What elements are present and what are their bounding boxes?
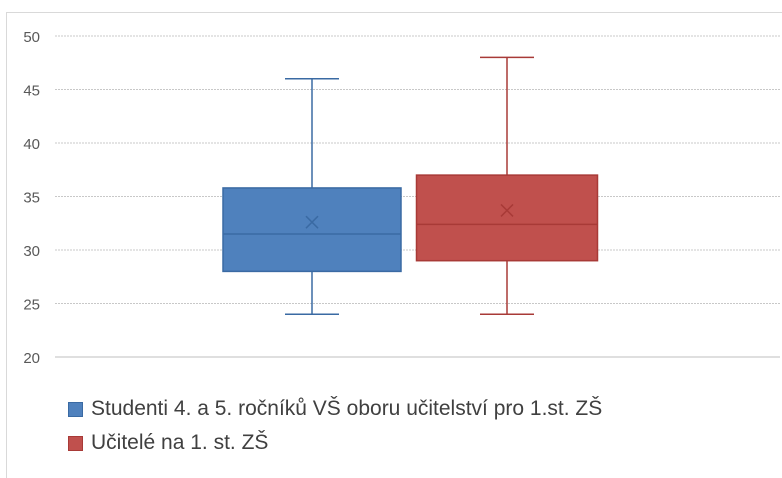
mean-marker <box>500 203 514 217</box>
legend-label: Studenti 4. a 5. ročníků VŠ oboru učitel… <box>91 397 603 420</box>
legend-swatch <box>68 435 83 451</box>
legend-swatch <box>68 401 83 417</box>
mean-marker <box>305 215 319 229</box>
legend: Studenti 4. a 5. ročníků VŠ oboru učitel… <box>68 392 602 460</box>
y-tick-label: 20 <box>23 350 40 367</box>
legend-label: Učitelé na 1. st. ZŠ <box>91 431 269 454</box>
legend-item: Učitelé na 1. st. ZŠ <box>68 426 602 460</box>
y-tick-label: 30 <box>23 243 40 260</box>
box-iqr <box>415 174 599 262</box>
y-tick-label: 45 <box>23 83 40 100</box>
chart-frame-top <box>6 12 782 13</box>
box-iqr <box>222 187 402 273</box>
plot-area: 20 25 30 35 40 45 50 <box>23 29 780 367</box>
chart-frame-left <box>6 12 7 478</box>
y-tick-label: 50 <box>23 29 40 46</box>
y-tick-label: 40 <box>23 136 40 153</box>
legend-item: Studenti 4. a 5. ročníků VŠ oboru učitel… <box>68 392 602 426</box>
y-tick-label: 35 <box>23 190 40 207</box>
y-tick-label: 25 <box>23 297 40 314</box>
